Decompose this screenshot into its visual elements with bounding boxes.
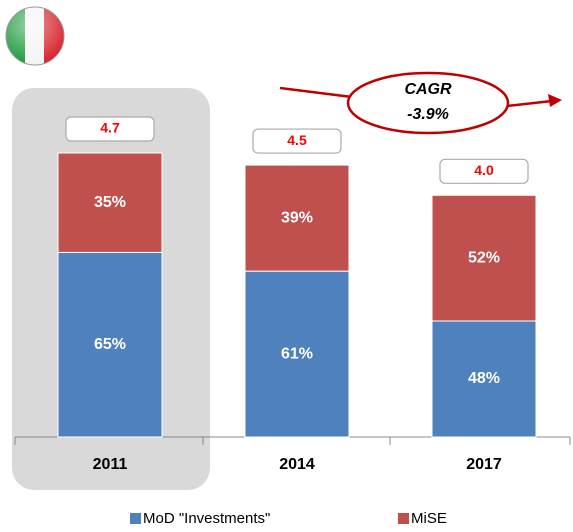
total-box <box>439 158 529 184</box>
annotation-title: CAGR <box>404 81 452 98</box>
total-label: 4.5 <box>287 132 307 148</box>
bar-segment <box>431 194 537 322</box>
total-box <box>252 128 342 154</box>
legend-swatch <box>398 513 409 524</box>
bar-segment <box>57 152 163 253</box>
total-label: 4.7 <box>100 120 120 136</box>
arrow-head <box>548 94 562 107</box>
legend-label: MoD "Investments" <box>143 510 270 527</box>
bar-segment <box>244 270 350 438</box>
arrow-line <box>506 99 553 108</box>
bar-segment <box>244 164 350 272</box>
data-label: 65% <box>94 336 126 353</box>
x-tick-label: 2014 <box>279 456 315 473</box>
data-label: 35% <box>94 194 126 211</box>
arrow-line <box>279 86 353 99</box>
data-label: 52% <box>468 249 500 266</box>
legend-swatch <box>130 513 141 524</box>
data-label: 61% <box>281 345 313 362</box>
bar-segment <box>57 251 163 438</box>
data-label: 48% <box>468 370 500 387</box>
x-tick-label: 2011 <box>93 456 128 473</box>
annotation-value: -3.9% <box>407 106 449 123</box>
total-box <box>65 116 155 142</box>
ellipse <box>346 71 510 135</box>
total-label: 4.0 <box>474 162 494 178</box>
flag-icon <box>5 6 65 66</box>
x-tick-label: 2017 <box>466 456 502 473</box>
data-label: 39% <box>281 209 313 226</box>
legend-label: MiSE <box>411 510 447 527</box>
cagr-annotation: CAGR -3.9% <box>279 71 562 135</box>
